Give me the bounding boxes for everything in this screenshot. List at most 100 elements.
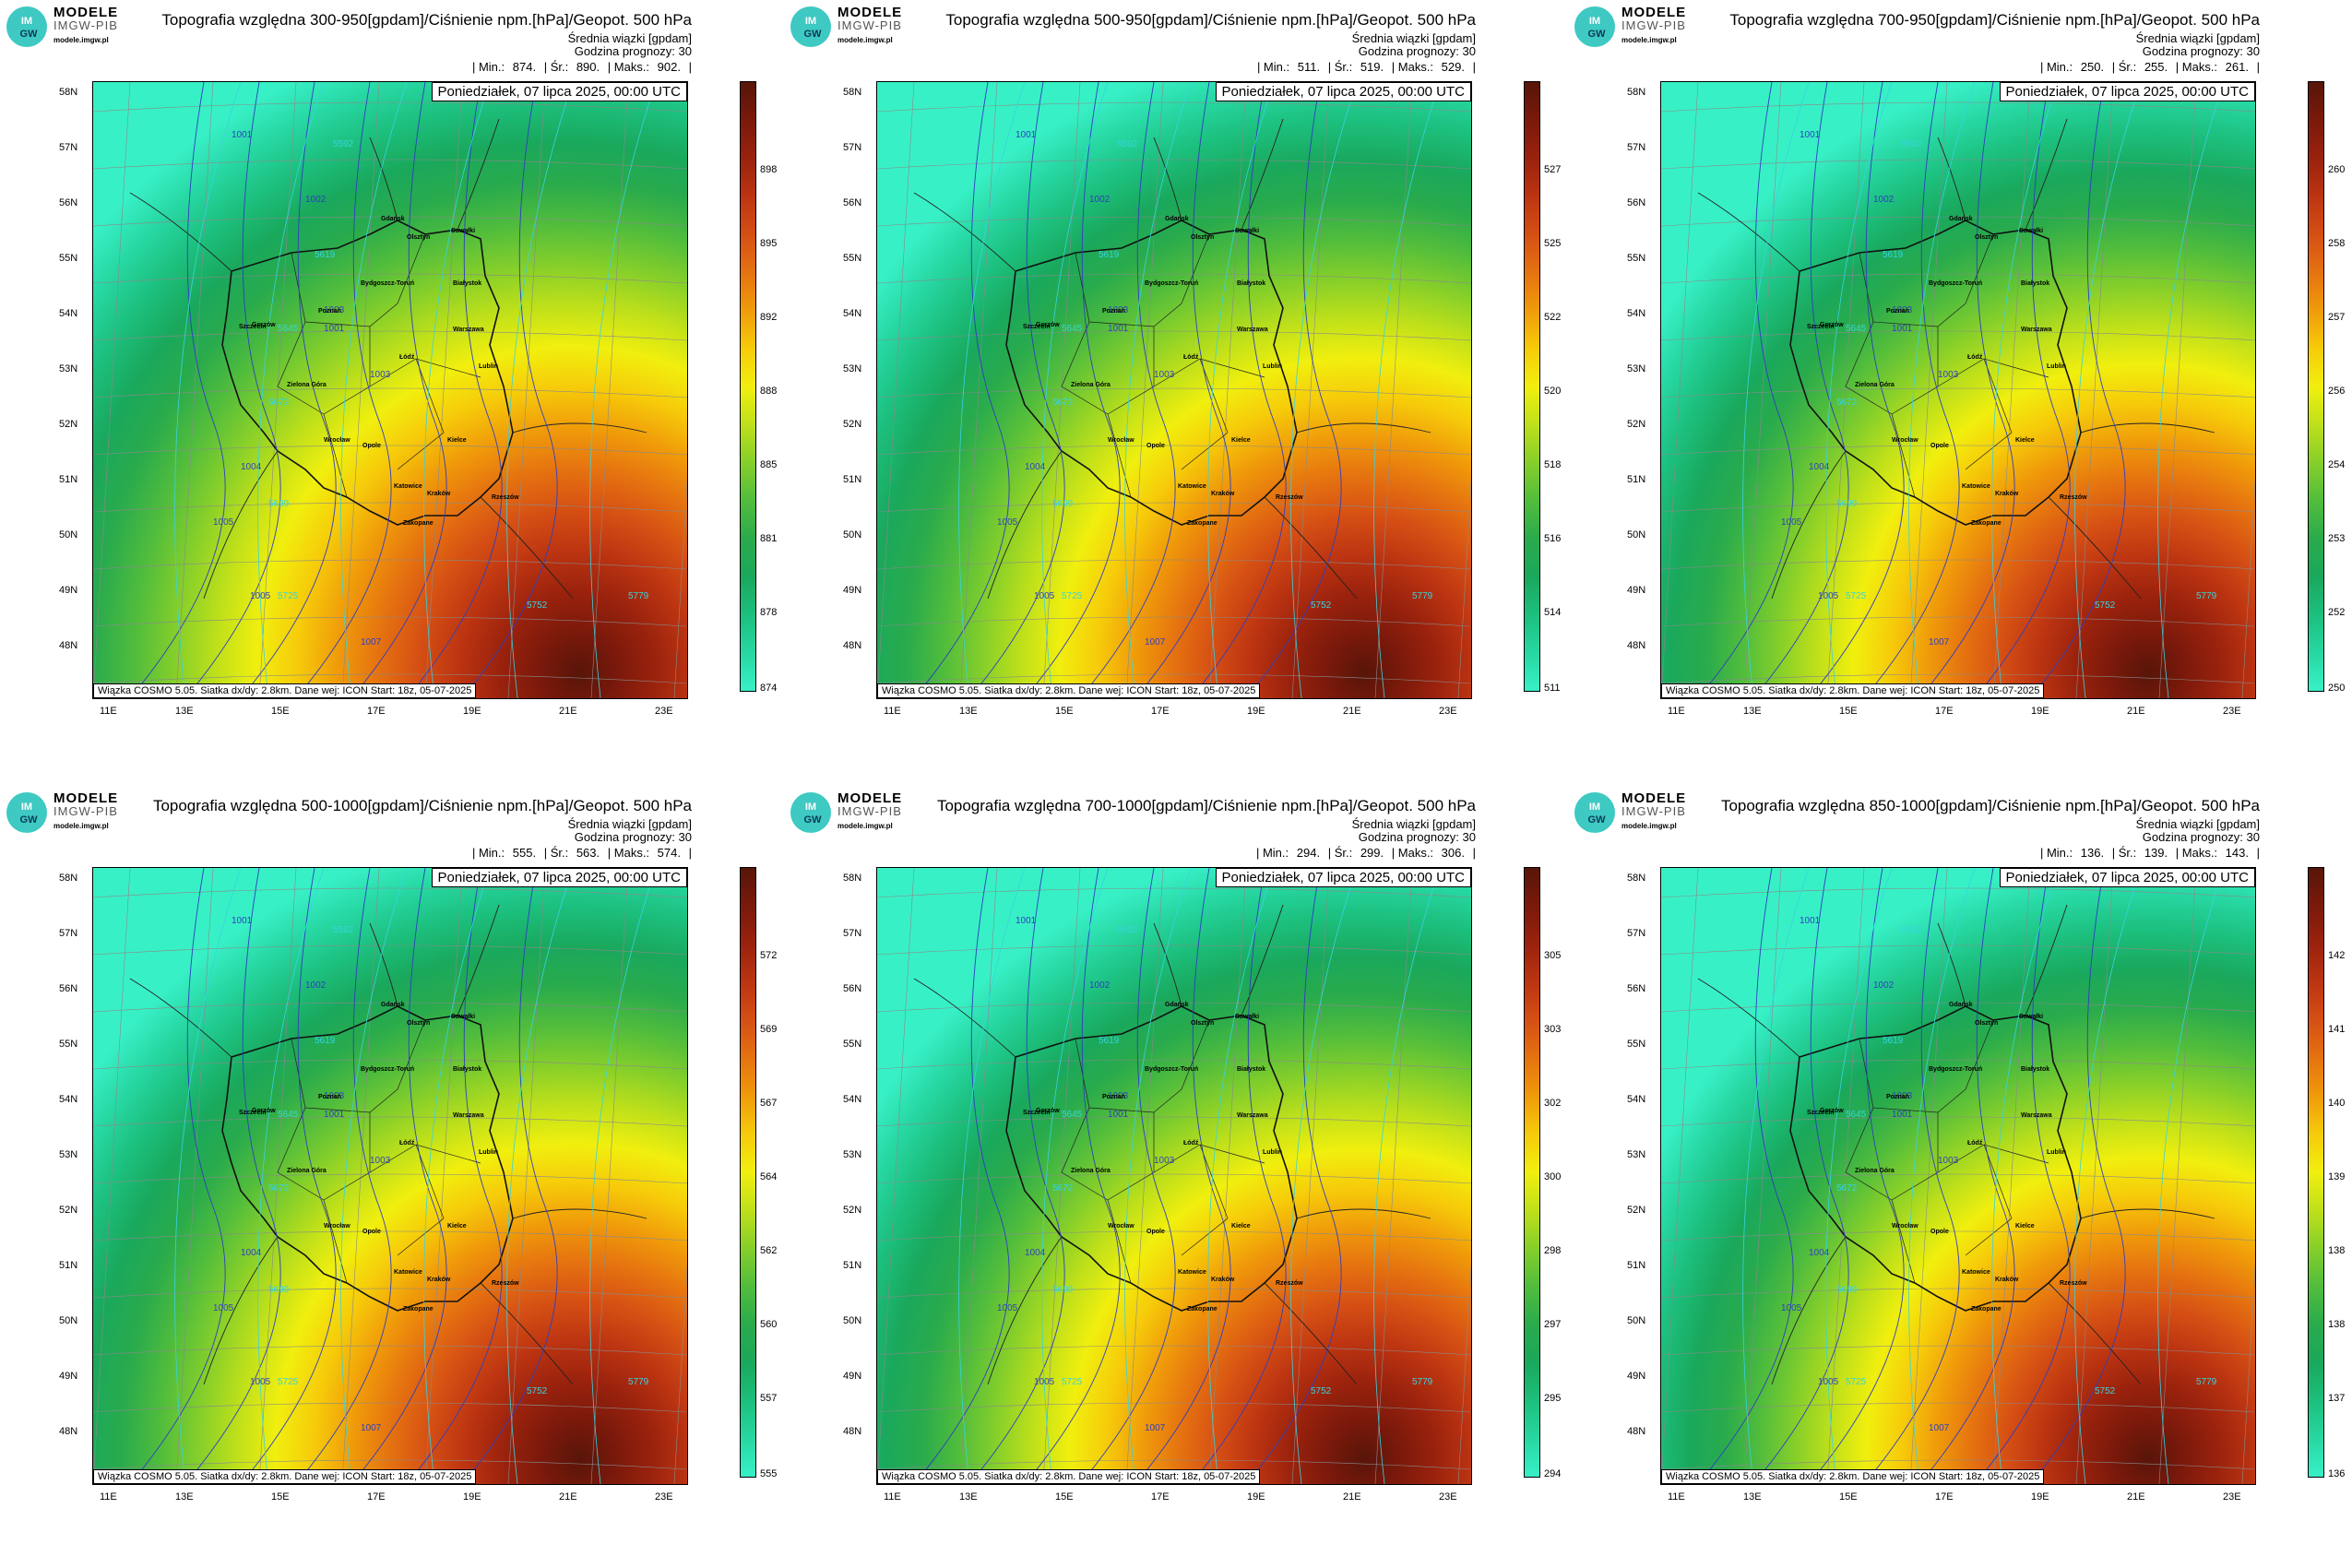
city-label: Zakopane xyxy=(1971,1306,2002,1313)
isobar-line xyxy=(129,82,226,698)
latitude-label: 53N xyxy=(59,363,78,374)
colorbar-tick-label: 562 xyxy=(760,1245,778,1256)
colorbar xyxy=(740,81,756,692)
longitude-label: 19E xyxy=(2031,1491,2049,1503)
geopotential-label: 5672 xyxy=(268,1183,290,1194)
parallel-line xyxy=(1661,502,2255,513)
map-area[interactable]: 1001 1002 1003 1003 1004 1005 1005 1007 1001 5592… xyxy=(876,81,1472,699)
field-min-region xyxy=(877,868,905,951)
isobar-label: 1002 xyxy=(1873,980,1895,991)
city-label: Wrocław xyxy=(324,437,350,444)
geopotential-line xyxy=(1742,868,1810,1484)
latitude-label: 56N xyxy=(1627,197,1646,208)
map-area[interactable]: 1001 1002 1003 1003 1004 1005 1005 1007 1001 5592… xyxy=(92,867,688,1485)
city-label: Rzeszów xyxy=(492,1280,519,1287)
imgw-logo-icon: IM GW xyxy=(6,6,47,47)
model-info-footer: Wiązka COSMO 5.05. Siatka dx/dy: 2.8km. … xyxy=(877,683,1261,698)
brand-site: modele.imgw.pl xyxy=(1621,36,1677,44)
latitude-label: 49N xyxy=(843,1371,862,1382)
geopotential-label: 5725 xyxy=(1062,1377,1083,1387)
voivodeship-borders xyxy=(1845,1019,2049,1284)
meridian-line xyxy=(424,868,463,1484)
meridian-line xyxy=(1909,868,1948,1484)
mean-label: | Śr.: xyxy=(2111,60,2137,74)
neighbor-borders xyxy=(913,904,1431,1385)
min-label: | Min.: xyxy=(2039,846,2073,860)
colorbar-tick-label: 257 xyxy=(2328,312,2346,323)
parallel-line xyxy=(93,616,687,627)
imgw-logo-icon: IM GW xyxy=(1574,6,1615,47)
parallel-line xyxy=(93,1459,687,1470)
map-area[interactable]: 1001 1002 1003 1003 1004 1005 1005 1007 1001 5592… xyxy=(876,867,1472,1485)
colorbar-tick-label: 895 xyxy=(760,238,778,249)
longitude-label: 19E xyxy=(2031,706,2049,717)
latitude-label: 58N xyxy=(59,873,78,884)
forecast-hour: Godzina prognozy: 30 xyxy=(2142,830,2260,844)
parallel-line xyxy=(1661,944,2255,956)
latitude-label: 53N xyxy=(59,1149,78,1160)
map-area[interactable]: 1001 1002 1003 1003 1004 1005 1005 1007 1001 5592… xyxy=(92,81,688,699)
city-label: Bydgoszcz-Toruń xyxy=(1145,1066,1198,1073)
map-panel-2: IM GW MODELE IMGW-PIB modele.imgw.pl Top… xyxy=(784,0,1568,775)
logo-text-top: IM xyxy=(21,802,32,813)
geopotential-label: 5645 xyxy=(1846,324,1867,334)
latitude-label: 50N xyxy=(843,1315,862,1326)
panel-subtitle: Średnia wiązki [gpdam] xyxy=(2135,31,2260,45)
longitude-label: 23E xyxy=(1439,1491,1457,1503)
city-label: Zielona Góra xyxy=(1855,382,1895,388)
isobar-label: 1001 xyxy=(324,324,345,334)
longitude-label: 11E xyxy=(884,706,901,717)
mean-label: | Śr.: xyxy=(543,846,569,860)
city-label: Lublin xyxy=(2047,363,2066,370)
parallel-line xyxy=(1661,1288,2255,1299)
map-area[interactable]: 1001 1002 1003 1003 1004 1005 1005 1007 1001 5592… xyxy=(1660,81,2256,699)
isobar-label: 1005 xyxy=(1818,591,1839,601)
parallel-line xyxy=(93,944,687,956)
colorbar-tick-label: 564 xyxy=(760,1171,778,1182)
isobar-line xyxy=(1079,82,1176,698)
isobar-label: 1007 xyxy=(1929,637,1950,647)
logo-text-top: IM xyxy=(1589,802,1600,813)
latitude-label: 52N xyxy=(843,1205,862,1216)
isobar-label: 1003 xyxy=(370,1156,391,1166)
mean-value: 255. xyxy=(2144,60,2168,74)
isobar-label: 1001 xyxy=(1108,324,1129,334)
meridian-line xyxy=(673,1264,687,1484)
city-label: Kraków xyxy=(1211,491,1235,497)
isobar-line xyxy=(1697,82,1794,698)
city-label: Gdańsk xyxy=(381,1002,405,1008)
colorbar-tick-label: 898 xyxy=(760,164,778,175)
isobar-line xyxy=(240,868,337,1484)
isobar-line xyxy=(406,82,503,698)
isobar-line xyxy=(1918,868,2015,1484)
city-label: Warszawa xyxy=(1237,1112,1268,1119)
parallel-line xyxy=(93,559,687,570)
latitude-label: 55N xyxy=(59,1039,78,1050)
isobar-label: 1001 xyxy=(1892,1110,1913,1120)
isobar-label: 1003 xyxy=(324,305,345,315)
map-panel-5: IM GW MODELE IMGW-PIB modele.imgw.pl Top… xyxy=(784,786,1568,1561)
logo-text-bottom: GW xyxy=(20,29,39,40)
city-label: Opole xyxy=(1930,1229,1949,1235)
colorbar-tick-label: 137 xyxy=(2328,1393,2346,1404)
colorbar-tick-label: 140 xyxy=(2328,1098,2346,1109)
city-label: Olsztyn xyxy=(1191,1020,1214,1027)
panel-subtitle: Średnia wiązki [gpdam] xyxy=(1351,31,1476,45)
parallel-line xyxy=(877,1345,1471,1356)
longitude-label: 23E xyxy=(655,1491,673,1503)
map-area[interactable]: 1001 1002 1003 1003 1004 1005 1005 1007 1001 5592… xyxy=(1660,867,2256,1485)
colorbar-tick-label: 254 xyxy=(2328,459,2346,470)
colorbar-tick-label: 511 xyxy=(1544,683,1561,694)
parallel-line xyxy=(877,445,1471,456)
isobar-label: 1005 xyxy=(213,517,234,528)
isobar-label: 1002 xyxy=(1089,195,1111,205)
parallel-line xyxy=(1661,673,2255,684)
geopotential-label: 5592 xyxy=(1901,925,1922,935)
parallel-line xyxy=(93,502,687,513)
isobar-line xyxy=(1245,82,1342,698)
latitude-label: 50N xyxy=(843,529,862,540)
panel-title: Topografia względna 500-950[gpdam]/Ciśni… xyxy=(945,11,1476,29)
latitude-label: 55N xyxy=(1627,1039,1646,1050)
city-label: Lublin xyxy=(1263,1149,1282,1156)
longitude-label: 19E xyxy=(1247,1491,1265,1503)
